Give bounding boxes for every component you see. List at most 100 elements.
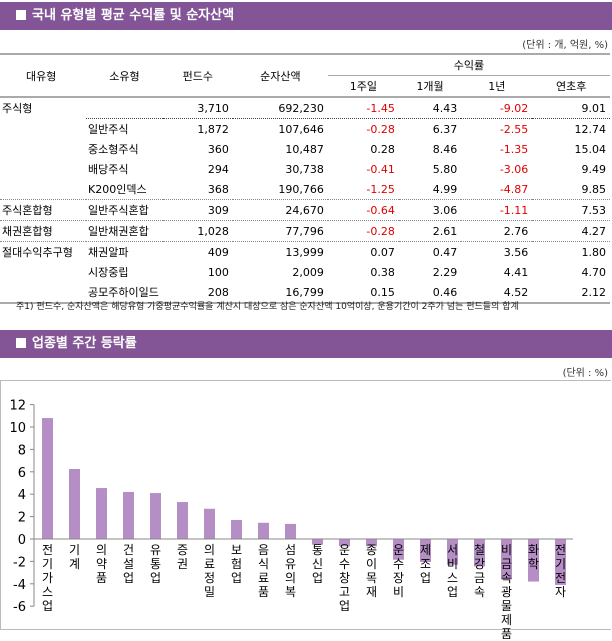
major-type	[0, 139, 86, 159]
net-assets: 107,646	[278, 122, 324, 136]
footnote: 주1) 펀드수, 순자산액은 해당유형 가중평균수익률을 계산시 대상으로 삼은…	[16, 302, 519, 312]
return-1w: -1.25	[366, 182, 395, 196]
major-type	[0, 179, 86, 200]
return-1y: 3.56	[503, 245, 529, 259]
return-1y: 4.41	[503, 265, 529, 279]
bar	[177, 502, 188, 539]
bar	[69, 469, 80, 539]
bar	[528, 539, 539, 582]
minor-type: 일반주식	[88, 123, 129, 136]
bar	[231, 519, 242, 539]
section-header-sector: 업종별 주간 등락률	[0, 330, 612, 358]
sector-bar-chart: -6 -4 -2 0 2 4 6 8 10 12 전기가스업 기 계 의약품 건설업 유통업 증 권 의료 정밀…	[0, 380, 611, 641]
fund-count: 360	[207, 142, 229, 156]
return-1y: -4.87	[499, 182, 529, 196]
return-ytd: 4.70	[581, 265, 607, 279]
x-tick-label: 서비스업	[446, 543, 459, 599]
net-assets: 13,999	[285, 245, 324, 259]
x-tick-label: 비금속 광물제품	[500, 543, 516, 641]
minor-type: 시장중립	[88, 266, 129, 279]
return-1w: -0.28	[366, 122, 395, 136]
x-tick-label: 운수 장비	[392, 543, 408, 599]
square-icon	[16, 338, 26, 348]
net-assets: 24,670	[285, 203, 324, 217]
major-type	[0, 262, 86, 282]
return-1m: 5.80	[432, 162, 458, 176]
return-ytd: 1.80	[581, 245, 607, 259]
table-row: 일반주식 1,872 107,646 -0.28 6.37 -2.55 12.74	[0, 119, 610, 140]
unit-label: (단위 : 개, 억원, %)	[522, 40, 608, 51]
bar	[258, 522, 269, 539]
minor-type: 중소형주식	[88, 143, 139, 156]
return-1w: 0.38	[370, 265, 395, 279]
net-assets: 2,009	[292, 265, 324, 279]
major-type	[0, 159, 86, 179]
fund-count: 294	[207, 162, 229, 176]
bar	[96, 488, 107, 539]
col-funds: 펀드수	[162, 54, 233, 97]
bar	[123, 491, 134, 539]
table-row: 시장중립 100 2,009 0.38 2.29 4.41 4.70	[0, 262, 610, 282]
x-tick-label: 보험업	[230, 543, 243, 585]
return-ytd: 15.04	[574, 142, 607, 156]
minor-type: 일반주식혼합	[88, 204, 149, 217]
bar	[555, 539, 566, 585]
table-row: 주식형 3,710 692,230 -1.45 4.43 -9.02 9.01	[0, 97, 610, 119]
return-1y: -3.06	[499, 162, 529, 176]
unit-label: (단위 : %)	[562, 368, 608, 379]
return-1m: 0.46	[432, 285, 458, 299]
return-1y: -2.55	[499, 122, 529, 136]
fund-count: 409	[207, 245, 229, 259]
col-ytd: 연초후	[532, 75, 610, 97]
col-minor: 소유형	[86, 54, 163, 97]
return-ytd: 12.74	[574, 122, 607, 136]
return-ytd: 2.12	[581, 285, 607, 299]
major-type: 주식혼합형	[2, 204, 53, 217]
bar	[150, 493, 161, 539]
bar	[474, 539, 485, 567]
y-tick-label: -4	[13, 578, 26, 593]
y-tick-label: 4	[18, 488, 26, 503]
y-tick-label: 10	[9, 421, 26, 436]
net-assets: 692,230	[232, 97, 328, 119]
table-row: 중소형주식 360 10,487 0.28 8.46 -1.35 15.04	[0, 139, 610, 159]
net-assets: 190,766	[278, 182, 324, 196]
minor-type: 배당주식	[88, 163, 129, 176]
return-1y: 2.76	[503, 224, 529, 238]
major-type	[0, 119, 86, 140]
bar	[42, 418, 53, 539]
bar	[420, 539, 431, 562]
return-1w: 0.07	[370, 245, 395, 259]
minor-type	[86, 97, 163, 119]
return-1y: -1.11	[499, 203, 529, 217]
table-row: 배당주식 294 30,738 -0.41 5.80 -3.06 9.49	[0, 159, 610, 179]
col-1y: 1년	[461, 75, 533, 97]
fund-count: 100	[207, 265, 229, 279]
return-1m: 0.47	[432, 245, 458, 259]
x-tick-label: 건설업	[122, 543, 135, 585]
fund-returns-table: 대유형 소유형 펀드수 순자산액 수익률 1주일 1개월 1년 연초후 주식형 3…	[0, 53, 610, 304]
return-1w: -0.41	[366, 162, 395, 176]
table-row: 공모주하이일드 208 16,799 0.15 0.46 4.52 2.12	[0, 282, 610, 303]
square-icon	[16, 10, 26, 20]
bar	[366, 539, 377, 547]
table-row: 채권혼합형 일반채권혼합 1,028 77,796 -0.28 2.61 2.76 4.27	[0, 221, 610, 242]
bar	[447, 539, 458, 565]
bar	[501, 539, 512, 580]
y-tick-label: 2	[18, 511, 26, 526]
major-type: 절대수익추구형	[2, 246, 73, 259]
net-assets: 10,487	[285, 142, 324, 156]
return-ytd: 9.49	[581, 162, 607, 176]
x-tick-label: 의료 정밀	[203, 543, 219, 599]
return-1y: -9.02	[461, 97, 533, 119]
y-tick-label: 0	[18, 533, 26, 548]
return-1y: -1.35	[499, 142, 529, 156]
section-title: 업종별 주간 등락률	[32, 336, 137, 351]
minor-type: 공모주하이일드	[88, 286, 159, 299]
minor-type: 일반채권혼합	[88, 225, 149, 238]
y-tick-label: -2	[13, 555, 26, 570]
return-ytd: 9.85	[581, 182, 607, 196]
col-1w: 1주일	[327, 75, 399, 97]
bar	[285, 523, 296, 539]
section-header-fund-returns: 국내 유형별 평균 수익률 및 순자산액	[0, 2, 612, 30]
